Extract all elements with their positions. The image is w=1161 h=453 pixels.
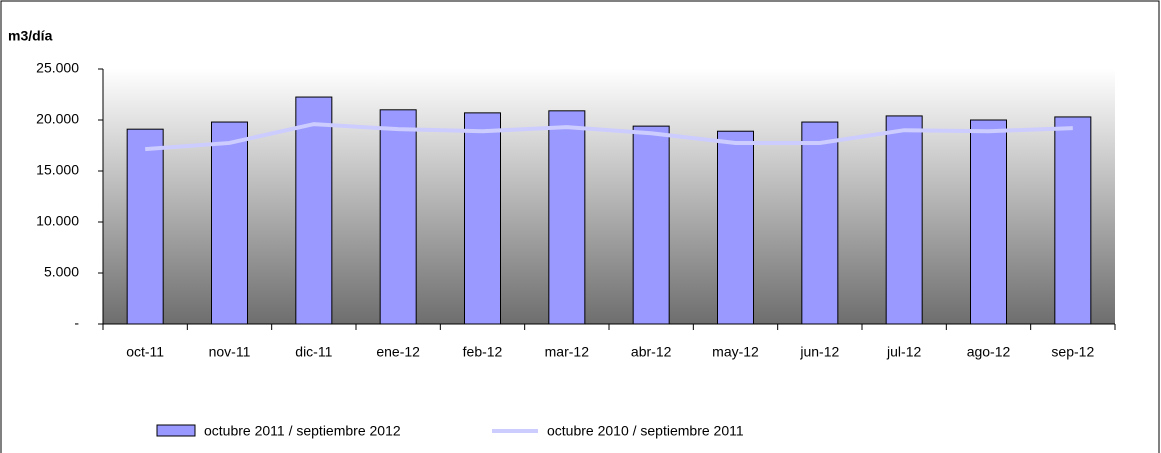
bar xyxy=(211,121,248,325)
x-tick-label: dic-11 xyxy=(295,344,332,360)
bar xyxy=(295,96,333,325)
y-tick-label: 10.000 xyxy=(36,213,79,229)
x-tick-label: sep-12 xyxy=(1051,344,1094,360)
x-tick-label: jul-12 xyxy=(886,344,921,360)
y-tick-label: - xyxy=(74,315,79,331)
x-tick-label: abr-12 xyxy=(631,344,672,360)
bar xyxy=(464,112,501,325)
y-axis-label: m3/día xyxy=(8,28,53,44)
line xyxy=(145,122,1073,152)
legend-swatch xyxy=(156,424,196,437)
bar xyxy=(548,110,586,325)
y-tick-label: 5.000 xyxy=(44,264,79,280)
bar xyxy=(379,109,417,325)
bar xyxy=(970,119,1007,325)
x-tick-label: ago-12 xyxy=(967,344,1011,360)
bar xyxy=(801,121,839,325)
y-tick-label: 15.000 xyxy=(36,162,79,178)
x-tick-label: jun-12 xyxy=(799,344,839,360)
y-tick-label: 20.000 xyxy=(36,111,79,127)
plot-area xyxy=(103,69,1115,324)
bar xyxy=(632,125,670,325)
legend-label: octubre 2011 / septiembre 2012 xyxy=(204,423,401,439)
x-tick-label: oct-11 xyxy=(126,344,164,360)
x-tick-label: feb-12 xyxy=(463,344,503,360)
legend-label: octubre 2010 / septiembre 2011 xyxy=(547,423,744,439)
bar xyxy=(1054,116,1092,325)
bar xyxy=(885,115,923,325)
y-tick-label: 25.000 xyxy=(36,60,79,76)
bar xyxy=(126,128,164,325)
x-tick-label: ene-12 xyxy=(376,344,420,360)
x-tick-label: nov-11 xyxy=(209,344,251,360)
x-tick-label: may-12 xyxy=(712,344,759,360)
bar xyxy=(717,130,754,325)
x-tick-label: mar-12 xyxy=(545,344,590,360)
